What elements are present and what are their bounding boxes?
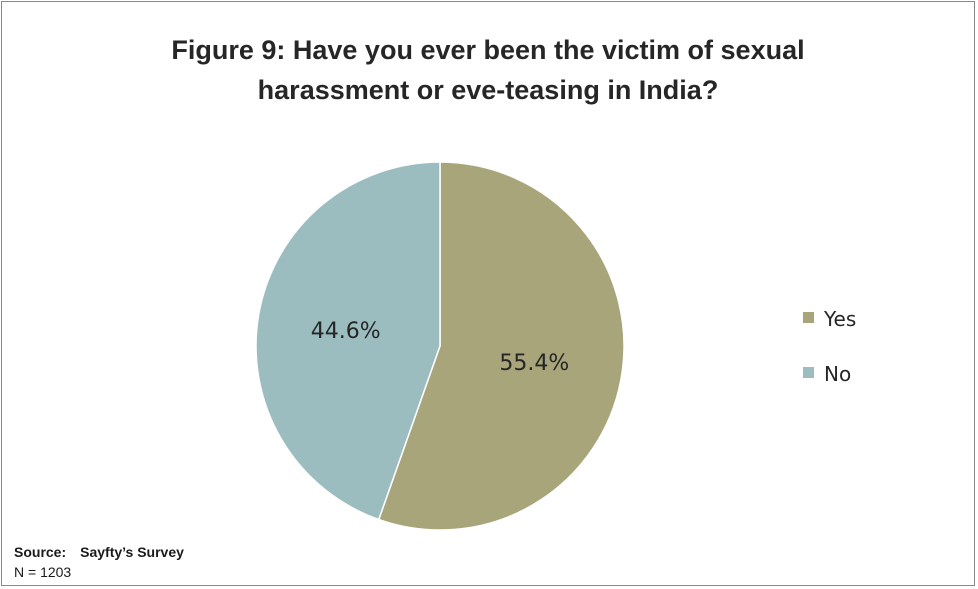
sample-size: N = 1203 (14, 564, 72, 580)
source-line: Source: Sayfty’s Survey (14, 542, 184, 562)
chart-footer: Source: Sayfty’s Survey N = 1203 (14, 542, 184, 582)
data-label-yes: 55.4% (499, 351, 569, 376)
pie-slice-no (255, 161, 441, 521)
legend: Yes No (803, 307, 856, 386)
source-value: Sayfty’s Survey (80, 544, 184, 560)
legend-swatch-no (803, 367, 814, 378)
legend-label-no: No (824, 362, 851, 386)
pie-labels: 55.4% 44.6% (311, 319, 569, 376)
chart-title: Figure 9: Have you ever been the victim … (0, 30, 976, 110)
legend-swatch-yes (803, 312, 814, 323)
legend-label-yes: Yes (823, 307, 856, 331)
data-label-no: 44.6% (311, 319, 381, 344)
source-label: Source: (14, 544, 67, 560)
chart-title-line-2: harassment or eve-teasing in India? (257, 75, 719, 105)
chart-title-line-1: Figure 9: Have you ever been the victim … (171, 35, 805, 65)
pie-slices (255, 161, 625, 531)
